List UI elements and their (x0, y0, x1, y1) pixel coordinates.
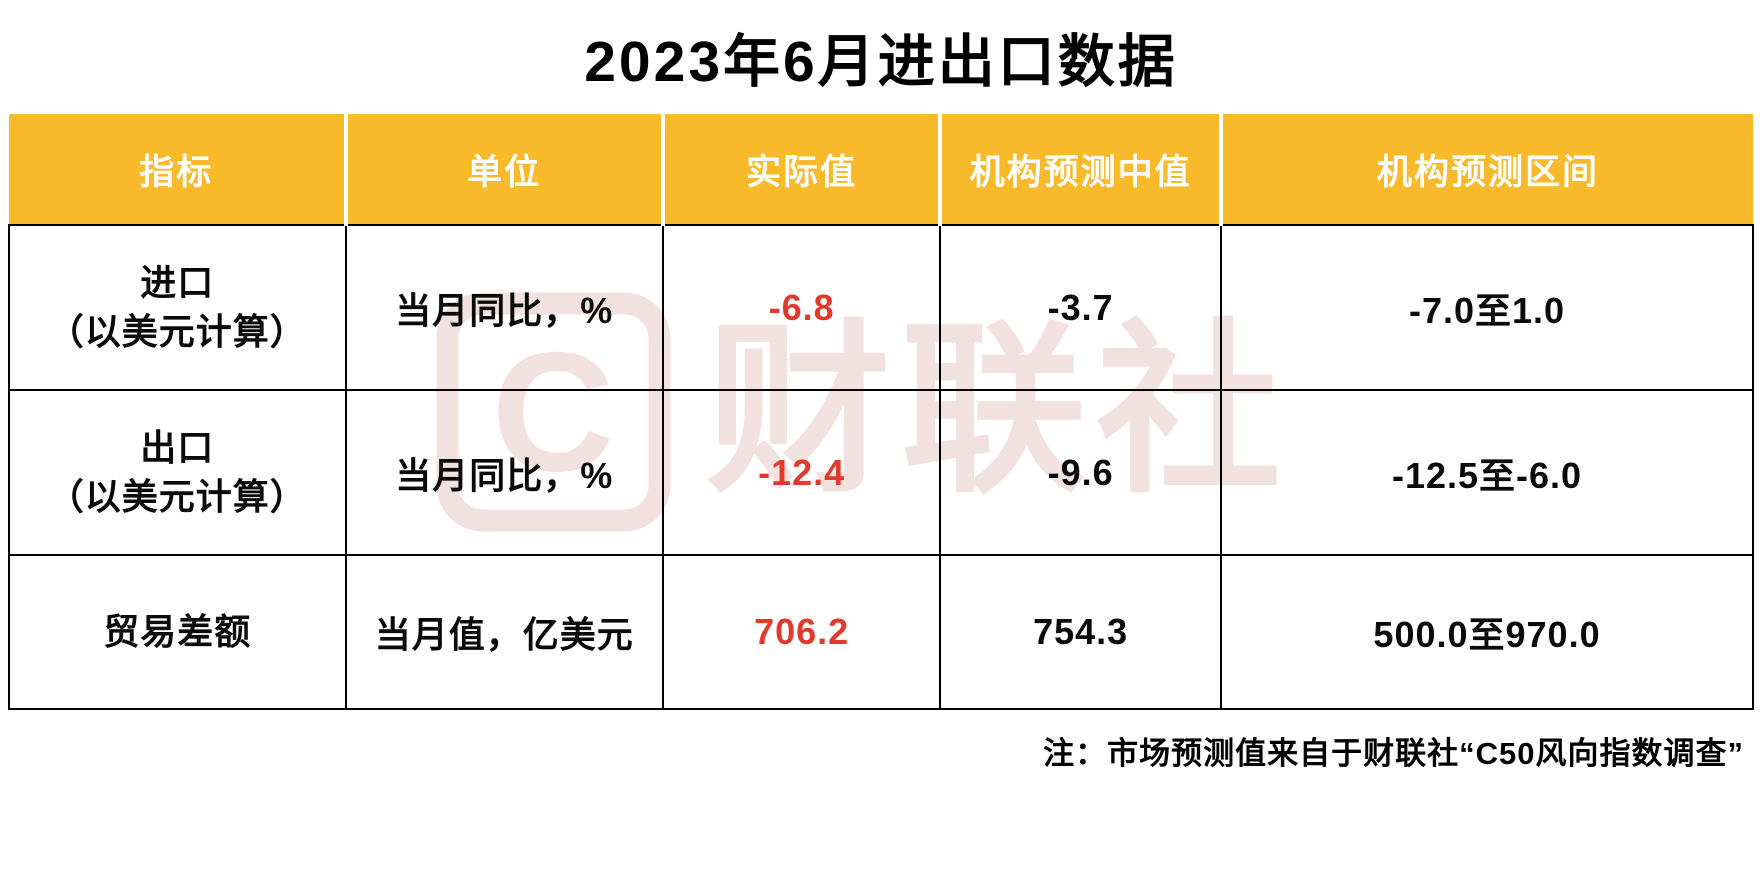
column-header-forecast-median: 机构预测中值 (938, 114, 1224, 226)
column-header-indicator: 指标 (9, 114, 348, 226)
column-header-actual: 实际值 (660, 114, 943, 226)
forecast-range-cell: -12.5至-6.0 (1220, 389, 1754, 556)
column-header-unit: 单位 (343, 114, 665, 226)
forecast-median-cell: -3.7 (939, 224, 1223, 391)
actual-value-cell: -6.8 (661, 224, 942, 391)
table-row-imports: 进口 （以美元计算） 当月同比，% -6.8 -3.7 -7.0至1.0 (8, 224, 1754, 391)
indicator-cell: 出口 （以美元计算） (8, 389, 347, 556)
forecast-median-cell: 754.3 (939, 554, 1223, 710)
unit-cell: 当月同比，% (344, 389, 664, 556)
forecast-range-cell: -7.0至1.0 (1220, 224, 1754, 391)
indicator-subtitle: （以美元计算） (47, 475, 307, 517)
indicator-name: 贸易差额 (103, 610, 252, 652)
actual-value-cell: -12.4 (661, 389, 942, 556)
forecast-range-cell: 500.0至970.0 (1220, 554, 1754, 710)
footer-note: 注：市场预测值来自于财联社“C50风向指数调查” (1043, 736, 1744, 771)
indicator-cell: 进口 （以美元计算） (8, 224, 347, 391)
table-container: C 财联社 指标 单位 实际值 机构预测中值 机构预测区间 (8, 114, 1754, 710)
indicator-name: 出口 (140, 426, 215, 468)
table-row-exports: 出口 （以美元计算） 当月同比，% -12.4 -9.6 -12.5至-6.0 (8, 389, 1754, 556)
unit-cell: 当月同比，% (344, 224, 664, 391)
actual-value-cell: 706.2 (661, 554, 942, 710)
indicator-cell: 贸易差额 (8, 554, 347, 710)
table-row-trade-balance: 贸易差额 当月值，亿美元 706.2 754.3 500.0至970.0 (8, 554, 1754, 710)
import-export-table: 指标 单位 实际值 机构预测中值 机构预测区间 进口 （以美元计算） 当月同比，… (8, 114, 1754, 710)
page-title: 2023年6月进出口数据 (584, 30, 1178, 94)
unit-cell: 当月值，亿美元 (344, 554, 664, 710)
indicator-subtitle: （以美元计算） (47, 310, 307, 352)
column-header-forecast-range: 机构预测区间 (1219, 114, 1753, 226)
forecast-median-cell: -9.6 (939, 389, 1223, 556)
table-header-row: 指标 单位 实际值 机构预测中值 机构预测区间 (9, 114, 1753, 226)
indicator-name: 进口 (140, 261, 215, 303)
